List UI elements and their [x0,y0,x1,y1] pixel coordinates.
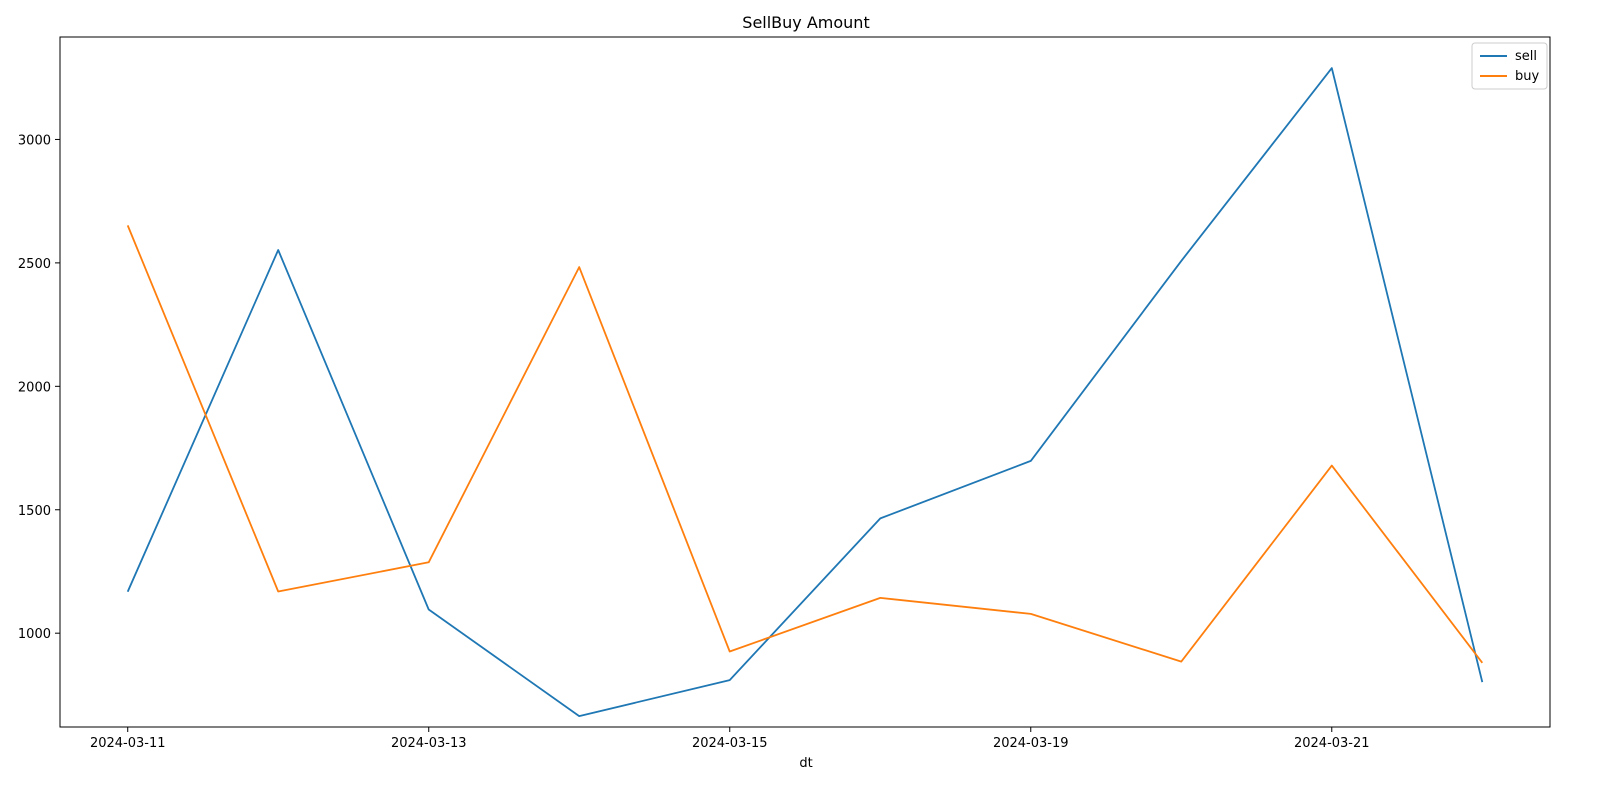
legend-label-sell: sell [1515,49,1537,64]
y-tick-label: 1000 [18,627,51,642]
series-layer [126,67,1484,717]
legend-label-buy: buy [1515,69,1539,84]
x-tick-label: 2024-03-21 [1294,736,1370,751]
plot-area [59,36,1551,728]
y-tick-label: 2500 [18,257,51,272]
legend-box [1471,42,1548,90]
y-tick-label: 3000 [18,133,51,148]
x-axis: 2024-03-11 2024-03-13 2024-03-15 2024-03-19… [90,727,1370,751]
series-line-buy [126,225,1484,664]
x-tick-label: 2024-03-11 [90,736,166,751]
legend: sell buy [1471,42,1548,90]
y-tick-label: 2000 [18,380,51,395]
x-tick-label: 2024-03-13 [391,736,467,751]
y-tick-label: 1500 [18,504,51,519]
x-tick-label: 2024-03-19 [993,736,1069,751]
y-axis: 1000 1500 2000 2500 3000 [18,133,60,642]
series-line-sell [126,67,1484,717]
x-axis-label: dt [799,756,812,771]
chart-title: SellBuy Amount [742,13,869,32]
x-tick-label: 2024-03-15 [692,736,768,751]
